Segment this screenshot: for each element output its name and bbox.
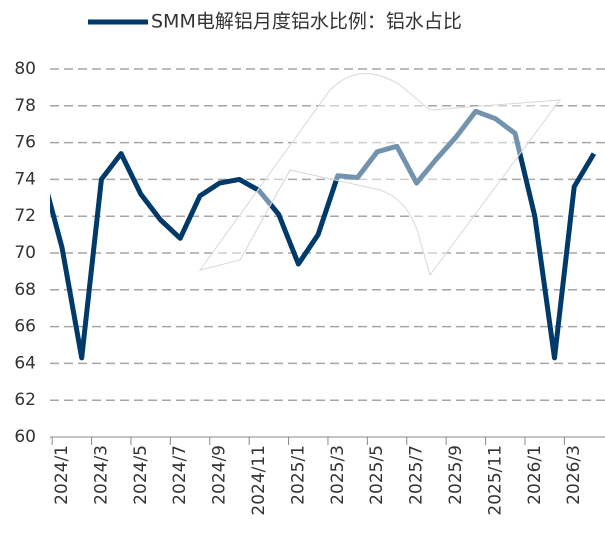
y-tick-label: 80 — [14, 59, 36, 79]
y-tick-label: 64 — [14, 353, 36, 373]
x-tick-label: 2024/7 — [170, 445, 190, 505]
x-tick-label: 2026/1 — [525, 445, 545, 505]
y-tick-label: 62 — [14, 390, 36, 410]
x-tick-label: 2024/9 — [210, 445, 230, 505]
x-tick-label: 2025/5 — [367, 445, 387, 505]
y-tick-label: 74 — [14, 169, 36, 189]
x-tick-label: 2026/3 — [564, 445, 584, 505]
legend-label: SMM电解铝月度铝水比例：铝水占比 — [151, 11, 462, 33]
x-tick-label: 2024/1 — [52, 445, 72, 505]
y-tick-label: 60 — [14, 427, 36, 447]
x-tick-label: 2025/9 — [446, 445, 466, 505]
x-tick-label: 2025/11 — [485, 445, 505, 516]
x-tick-label: 2024/3 — [91, 445, 111, 505]
x-tick-label: 2024/11 — [249, 445, 269, 516]
series-line — [50, 108, 597, 361]
y-tick-label: 66 — [14, 317, 36, 337]
y-tick-label: 70 — [14, 243, 36, 263]
y-tick-label: 76 — [14, 133, 36, 153]
x-tick-label: 2025/1 — [288, 445, 308, 505]
y-tick-label: 72 — [14, 206, 36, 226]
watermark — [198, 73, 562, 277]
x-tick-label: 2025/7 — [407, 445, 427, 505]
x-tick-label: 2024/5 — [131, 445, 151, 505]
y-tick-label: 78 — [14, 96, 36, 116]
y-tick-label: 68 — [14, 280, 36, 300]
x-tick-label: 2025/3 — [328, 445, 348, 505]
